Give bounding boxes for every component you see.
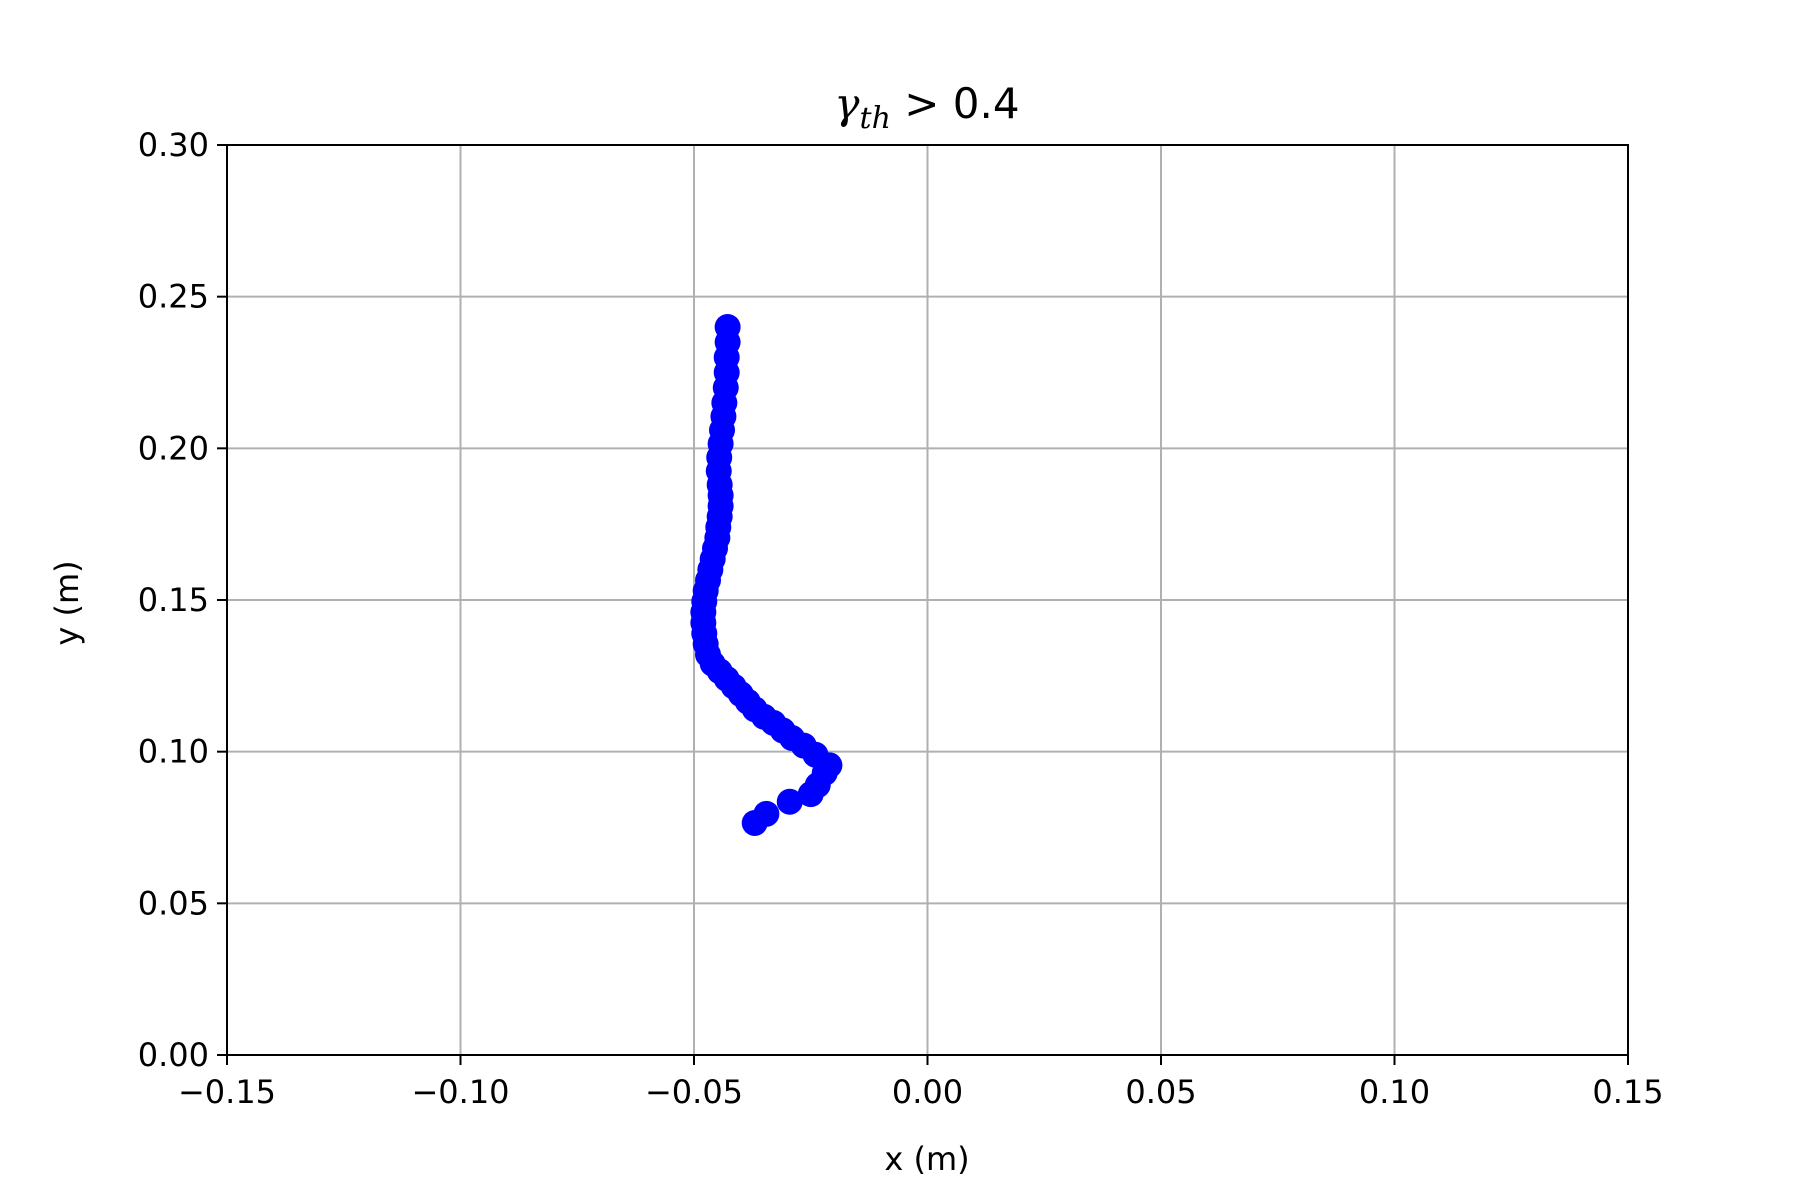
y-tick-label: 0.10 — [138, 733, 209, 771]
y-tick-label: 0.00 — [138, 1036, 209, 1074]
title-subscript: th — [860, 101, 891, 136]
x-tick-label: 0.10 — [1359, 1073, 1430, 1111]
chart-title: γth > 0.4 — [834, 79, 1019, 136]
x-axis-label: x (m) — [884, 1140, 969, 1178]
x-axis-ticks: −0.15 −0.10 −0.05 0.00 0.05 0.10 0.15 — [178, 1055, 1664, 1111]
x-tick-label: 0.00 — [892, 1073, 963, 1111]
title-rest: > 0.4 — [891, 79, 1020, 128]
data-point — [776, 788, 803, 815]
y-tick-label: 0.15 — [138, 581, 209, 619]
y-tick-label: 0.05 — [138, 884, 209, 922]
x-tick-label: 0.15 — [1592, 1073, 1663, 1111]
x-tick-label: −0.05 — [645, 1073, 743, 1111]
data-points — [690, 314, 843, 836]
y-axis-ticks: 0.00 0.05 0.10 0.15 0.20 0.25 0.30 — [138, 126, 227, 1074]
data-point — [753, 800, 780, 827]
y-tick-label: 0.30 — [138, 126, 209, 164]
y-tick-label: 0.20 — [138, 429, 209, 467]
x-tick-label: −0.10 — [411, 1073, 509, 1111]
title-symbol: γ — [834, 79, 860, 128]
x-tick-label: −0.15 — [178, 1073, 276, 1111]
data-point — [714, 314, 741, 340]
y-tick-label: 0.25 — [138, 278, 209, 316]
x-tick-label: 0.05 — [1125, 1073, 1196, 1111]
y-axis-label: y (m) — [48, 560, 86, 645]
